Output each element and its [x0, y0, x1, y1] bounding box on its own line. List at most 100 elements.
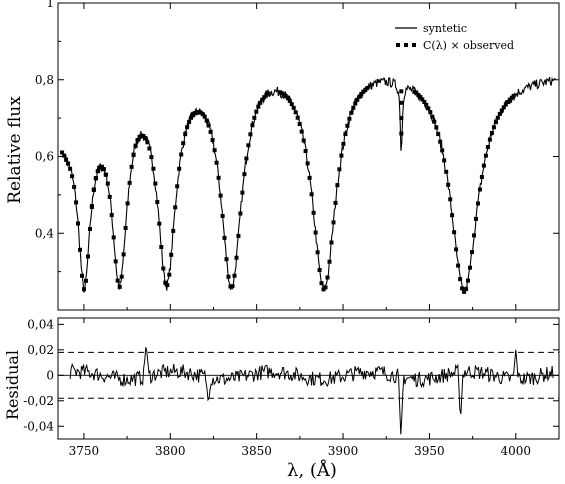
observed-point	[283, 94, 288, 99]
legend: syntetic C(λ) × observed	[395, 22, 514, 52]
observed-point	[339, 153, 344, 158]
legend-label-observed: C(λ) × observed	[423, 39, 514, 52]
observed-point	[327, 259, 332, 264]
observed-point	[74, 200, 79, 205]
observed-point	[107, 194, 112, 199]
observed-point	[335, 183, 340, 188]
observed-point	[163, 280, 168, 285]
observed-point	[64, 157, 69, 162]
observed-point	[234, 255, 239, 260]
observed-point	[220, 214, 225, 218]
legend-marker-swatch	[404, 43, 408, 47]
observed-point	[89, 205, 94, 209]
observed-point	[285, 96, 290, 101]
observed-point	[497, 111, 502, 116]
observed-point	[127, 180, 132, 185]
top-y-tick-label: 0,8	[35, 73, 54, 87]
observed-point	[420, 97, 425, 102]
observed-point	[101, 167, 106, 172]
observed-point	[260, 97, 265, 102]
observed-point	[487, 137, 492, 142]
observed-point	[179, 152, 184, 157]
observed-point	[454, 247, 459, 252]
observed-point	[171, 228, 176, 233]
observed-point	[145, 140, 150, 145]
x-tick-label: 4000	[501, 444, 532, 458]
observed-point	[143, 136, 148, 141]
observed-point	[452, 230, 457, 235]
synthetic-spectrum-line	[64, 76, 556, 294]
observed-point	[258, 100, 263, 105]
observed-point	[499, 108, 504, 113]
observed-point	[153, 181, 158, 186]
observed-point	[479, 175, 484, 179]
observed-point	[481, 163, 486, 168]
observed-point	[438, 139, 443, 144]
observed-point	[119, 274, 124, 279]
observed-point	[80, 273, 84, 278]
observed-point	[62, 153, 67, 158]
observed-point	[462, 289, 467, 294]
observed-point	[183, 132, 188, 137]
observed-point	[208, 129, 213, 134]
observed-point	[299, 129, 304, 134]
observed-point	[123, 226, 128, 230]
observed-point	[161, 266, 166, 271]
observed-point	[424, 102, 429, 107]
observed-point	[444, 169, 449, 174]
observed-point	[470, 250, 474, 255]
observed-point	[246, 143, 251, 148]
observed-point	[105, 181, 110, 186]
observed-point	[468, 265, 472, 270]
observed-point	[464, 287, 469, 292]
observed-point	[200, 112, 205, 117]
observed-point	[317, 268, 322, 272]
observed-point	[325, 275, 330, 280]
observed-point	[501, 105, 506, 110]
observed-point	[244, 156, 249, 161]
observed-point	[430, 114, 435, 119]
observed-point	[399, 89, 404, 94]
bottom-plot-frame	[57, 317, 560, 440]
observed-point	[149, 155, 154, 160]
observed-point	[91, 188, 96, 192]
observed-point	[485, 145, 490, 150]
legend-marker-swatch	[396, 43, 400, 47]
observed-point	[93, 176, 98, 181]
observed-point	[491, 125, 496, 130]
observed-point	[66, 161, 71, 166]
observed-point	[190, 113, 195, 118]
observed-point	[266, 91, 271, 96]
observed-point	[297, 122, 302, 126]
observed-point	[456, 263, 461, 268]
observed-point	[483, 153, 488, 158]
observed-point	[222, 235, 227, 240]
observed-point	[248, 132, 253, 137]
observed-point	[214, 160, 219, 165]
observed-point	[216, 175, 221, 180]
observed-point	[466, 278, 470, 283]
observed-point	[218, 193, 223, 198]
observed-point	[458, 277, 463, 282]
observed-point	[202, 114, 207, 119]
bottom-y-tick-label: 0	[46, 368, 54, 382]
observed-point	[131, 153, 136, 158]
observed-point	[448, 197, 453, 202]
observed-point	[204, 118, 209, 123]
observed-point	[311, 210, 316, 215]
observed-point	[238, 211, 243, 216]
observed-point	[422, 100, 427, 104]
observed-point	[125, 201, 130, 206]
observed-point	[68, 166, 73, 171]
observed-point	[177, 166, 182, 171]
observed-point	[230, 284, 235, 289]
observed-point	[478, 187, 482, 192]
observed-point	[135, 138, 140, 143]
observed-point	[301, 138, 306, 143]
x-tick-label: 3900	[328, 444, 359, 458]
observed-point	[151, 166, 156, 171]
observed-point	[331, 220, 336, 225]
observed-point	[242, 172, 247, 177]
observed-point	[432, 119, 437, 124]
